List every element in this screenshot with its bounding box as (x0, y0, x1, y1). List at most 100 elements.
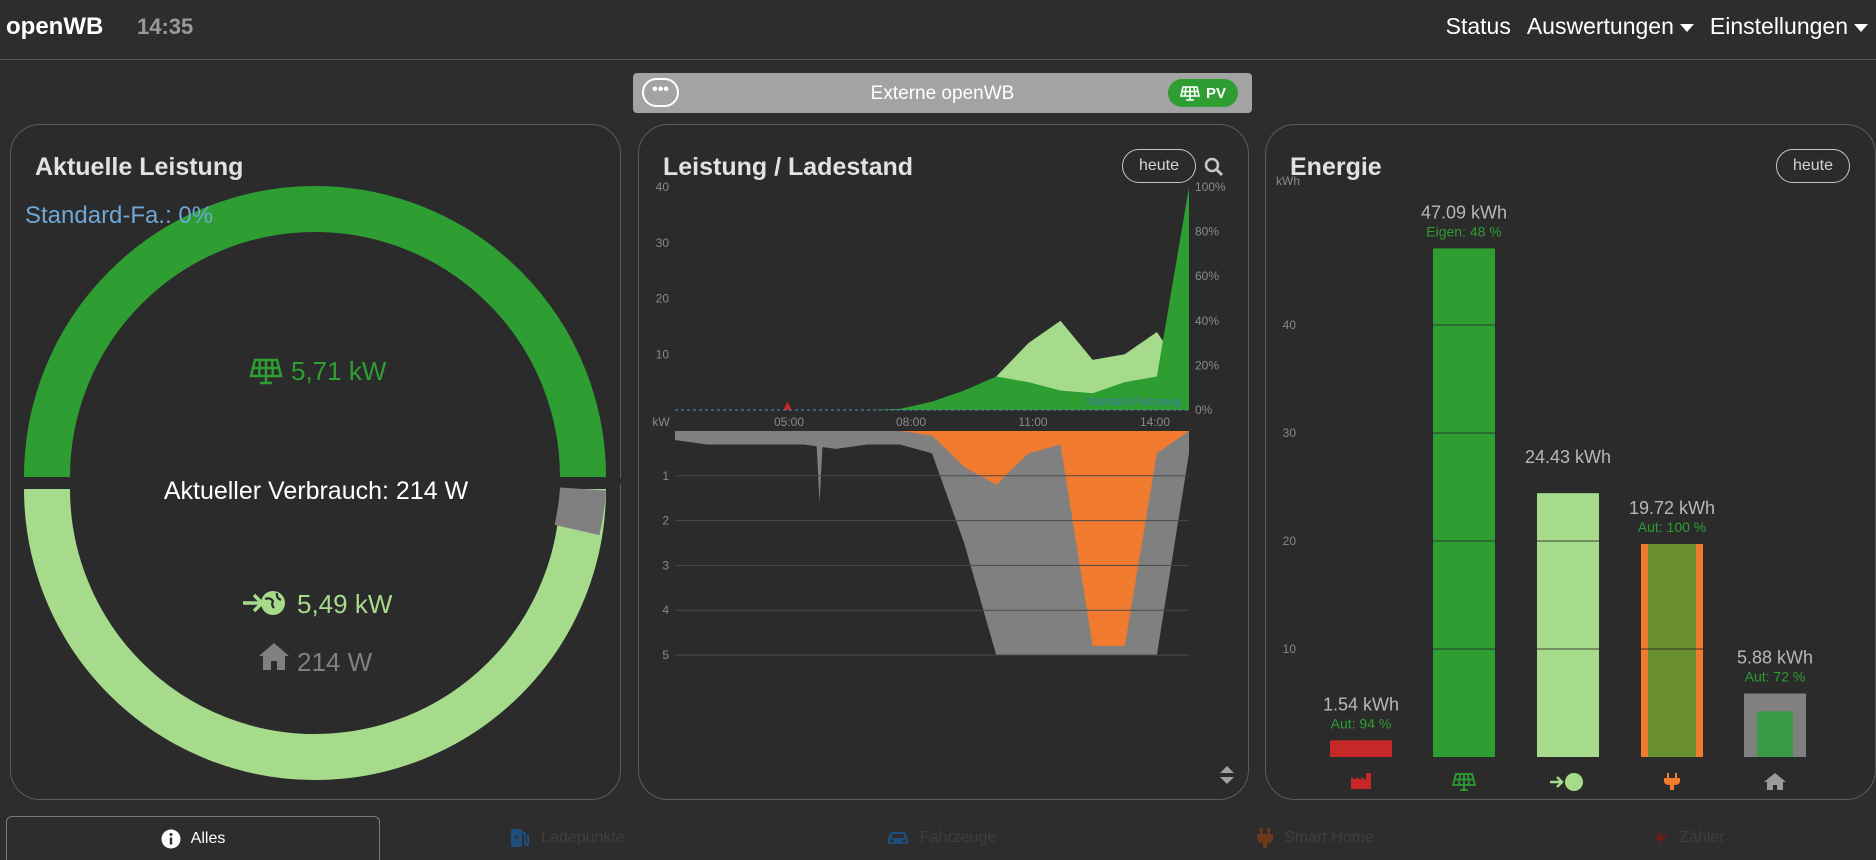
grid-import-icon (1351, 773, 1371, 789)
house-series-area (675, 431, 1189, 655)
nav-status-label: Status (1445, 13, 1511, 39)
grid-export-globe (1565, 773, 1583, 791)
energy-y-tick: 20 (1283, 534, 1297, 548)
y-unit-label: kW (652, 415, 670, 429)
nav-auswertungen-label: Auswertungen (1526, 13, 1674, 39)
power-chart-title: Leistung / Ladestand (663, 153, 914, 181)
y-tick-right: 100% (1195, 180, 1226, 194)
charging-station-icon (511, 829, 530, 847)
info-icon (161, 829, 181, 848)
chevron-down-icon (1679, 24, 1694, 32)
tab-alles-label: Alles (190, 829, 226, 847)
charging-series-area (675, 431, 1189, 647)
solar-panel-icon (1451, 773, 1477, 791)
tab-fahrzeuge-label: Fahrzeuge (919, 829, 997, 846)
y-tick-top: 20 (656, 292, 670, 306)
y-tick-bottom: 3 (662, 558, 669, 572)
energy-card-title: Energie (1290, 153, 1382, 181)
charge-mode-badge[interactable]: PV (1168, 79, 1238, 107)
power-card-title: Aktuelle Leistung (35, 153, 244, 181)
energy-value-label: 24.43 kWh (1525, 447, 1611, 467)
energy-value-label: 5.88 kWh (1737, 647, 1813, 667)
y-tick-right: 0% (1195, 403, 1213, 417)
export-power-value: 5,49 kW (297, 589, 393, 619)
energy-value-label: 1.54 kWh (1323, 694, 1399, 714)
chevron-down-icon (1854, 24, 1868, 32)
house-icon-shape (1764, 773, 1786, 790)
tab-fahrzeuge[interactable]: Fahrzeuge (754, 816, 1128, 860)
tab-alles[interactable]: Alles (6, 816, 380, 860)
plug-icon (1664, 773, 1680, 790)
solar-panel-icon (249, 358, 283, 385)
tab-zaehler-label: Zähler (1679, 829, 1725, 846)
house-spike (816, 444, 823, 503)
x-tick: 08:00 (896, 415, 926, 429)
y-tick-bottom: 1 (662, 469, 669, 483)
pv-power-value: 5,71 kW (291, 356, 387, 386)
pv-series-area (675, 187, 1189, 410)
energy-value-label: 47.09 kWh (1421, 202, 1507, 222)
energy-value-label: 19.72 kWh (1629, 498, 1715, 518)
y-tick-bottom: 4 (662, 603, 669, 617)
energy-bar (1433, 248, 1495, 757)
y-tick-top: 30 (656, 236, 670, 250)
grid-import-spike (783, 401, 792, 410)
energy-bar (1537, 493, 1599, 757)
search-icon[interactable] (1204, 157, 1224, 177)
current-time: 14:35 (137, 14, 194, 39)
nav-menu: Status Auswertungen Einstellungen (1446, 13, 1868, 40)
energy-card: Energie heute kWh 10 20 30 40 1.54 kWh Aut: 94… (1265, 124, 1876, 800)
grid-export-icon (243, 591, 285, 615)
y-tick-right: 60% (1195, 269, 1219, 283)
energy-sub-label: Eigen: 48 % (1426, 223, 1502, 239)
power-card: Aktuelle Leistung Standard-Fa.: 0% 5,71 … (10, 124, 622, 800)
tab-smart-home-label: Smart Home (1284, 829, 1374, 846)
charge-mode-label: PV (1205, 84, 1226, 102)
house-icon (1764, 773, 1786, 790)
vehicle-series-label: Standard-Fahrzeug (1086, 396, 1181, 408)
tab-ladepunkte-label: Ladepunkte (541, 829, 625, 846)
y-tick-right: 80% (1195, 225, 1219, 239)
charge-point-bar[interactable]: ••• Externe openWB PV (633, 73, 1252, 113)
nav-auswertungen-dropdown[interactable]: Auswertungen (1527, 13, 1694, 40)
bottom-tabs: Alles Ladepunkte Fahrzeuge Smart Home Zä… (0, 816, 1876, 860)
house-arc (554, 487, 606, 536)
brand-logo[interactable]: openWB (6, 13, 104, 40)
car-icon (887, 832, 908, 844)
solar-panel-icon-shape (1451, 773, 1477, 791)
energy-bar-inner (1757, 711, 1793, 757)
sort-arrows-icon[interactable] (1218, 763, 1236, 787)
tab-zaehler[interactable]: Zähler (1502, 816, 1876, 860)
energy-day-select-button[interactable]: heute (1776, 149, 1850, 183)
y-tick-top: 40 (656, 180, 670, 194)
lightning-icon (1655, 828, 1668, 848)
y-tick-right: 40% (1195, 314, 1219, 328)
more-options-button[interactable]: ••• (642, 78, 679, 107)
y-tick-bottom: 5 (662, 648, 669, 662)
x-tick: 14:00 (1140, 415, 1170, 429)
export-series-area (675, 320, 1189, 410)
vehicle-soc-label: Standard-Fa.: 0% (25, 202, 213, 229)
nav-status[interactable]: Status (1446, 13, 1511, 40)
solar-panel-icon (1179, 86, 1200, 101)
energy-y-unit: kWh (1276, 174, 1300, 188)
top-navbar: openWB 14:35 Status Auswertungen Einstel… (0, 0, 1876, 60)
energy-sub-label: Aut: 94 % (1331, 715, 1392, 731)
power-chart-card: Leistung / Ladestand heute 40 30 20 10 100% 8… (638, 124, 1249, 800)
tab-ladepunkte[interactable]: Ladepunkte (380, 816, 754, 860)
energy-y-tick: 10 (1283, 642, 1297, 656)
y-tick-right: 20% (1195, 358, 1219, 372)
tab-smart-home[interactable]: Smart Home (1128, 816, 1502, 860)
nav-einstellungen-label: Einstellungen (1709, 13, 1848, 39)
power-history-chart[interactable]: 40 30 20 10 100% 80% 60% 40% 20% 0% Standard-Fahrz… (639, 125, 1250, 801)
nav-einstellungen-dropdown[interactable]: Einstellungen (1710, 13, 1868, 40)
pv-arc (24, 186, 606, 478)
x-tick: 11:00 (1018, 415, 1047, 429)
house-icon (259, 643, 289, 670)
power-donut: Standard-Fa.: 0% 5,71 kW Aktueller Verbr… (11, 186, 622, 780)
charge-point-title: Externe openWB (870, 83, 1015, 104)
day-select-button[interactable]: heute (1122, 149, 1196, 183)
x-tick: 05:00 (774, 415, 804, 429)
energy-y-tick: 30 (1283, 426, 1297, 440)
